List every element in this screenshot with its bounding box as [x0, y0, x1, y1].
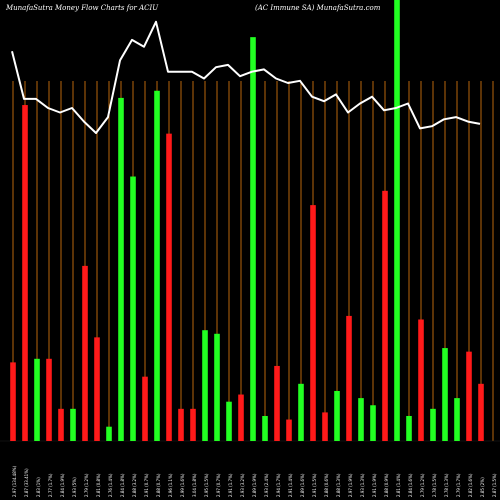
x-tick-label: 2.97 (134.48%) [12, 465, 17, 497]
x-tick-label: 2.89 (1.9%) [252, 473, 257, 497]
x-tick-label: 2.78 (1.5%) [432, 473, 437, 497]
x-tick-label: 2.77 (1.7%) [48, 473, 53, 497]
bar-down [274, 365, 280, 441]
bar-down [10, 362, 16, 441]
x-tick-label: 2.97 (1.9%) [348, 473, 353, 497]
bar-down [58, 408, 64, 441]
bar-up [130, 176, 136, 441]
x-tick-label: 2.93 (2.4%) [264, 473, 269, 497]
x-tick-label: 2.79 (1.2%) [84, 473, 89, 497]
bar-down [46, 358, 52, 441]
bar-up [334, 390, 340, 441]
x-tick-label: 2.88 (0.6%) [324, 473, 329, 497]
chart-title: MunafaSutra Money Flow Charts for ACIU [5, 4, 159, 12]
x-tick-label: 2.95 (1.5%) [204, 473, 209, 497]
x-tick-label: 3.04 (1.8%) [192, 473, 197, 497]
bar-down [238, 394, 244, 441]
x-tick-label: 2.88 (3.2%) [132, 473, 137, 497]
x-tick-label: 2.96 (1.1%) [168, 473, 173, 497]
bar-up [406, 415, 412, 441]
bar-down [478, 383, 484, 441]
bar-up [34, 358, 40, 441]
x-tick-label: 2.79 (1.2%) [420, 473, 425, 497]
x-tick-label: 2.76 (1.4%) [108, 473, 113, 497]
x-tick-label: 2.88 (1.3%) [336, 473, 341, 497]
x-tick-label: 2.88 (0.9%) [384, 473, 389, 497]
bar-down [166, 133, 172, 441]
bar-up [358, 398, 364, 441]
x-tick-label: 2.91 (1.5%) [312, 473, 317, 497]
chart-subtitle: (AC Immune SA) MunafaSutra.com [255, 4, 381, 12]
bar-down [286, 419, 292, 441]
bar-up [298, 383, 304, 441]
money-flow-bars [10, 0, 484, 441]
bar-up [430, 408, 436, 441]
bar-down [346, 315, 352, 441]
bar-up [214, 333, 220, 441]
x-tick-label: 2.93 (3.2%) [240, 473, 245, 497]
bar-up [394, 0, 400, 441]
bar-up [70, 408, 76, 441]
x-tick-label: 2.88 (0.7%) [156, 473, 161, 497]
x-tick-label: 2.99 (1.6%) [180, 473, 185, 497]
bar-up [370, 405, 376, 441]
price-line [11, 20, 481, 134]
bar-down [178, 408, 184, 441]
x-tick-label: 2.91 (1.4%) [288, 473, 293, 497]
bar-down [142, 376, 148, 441]
x-axis-ticks: 2.97 (134.48%) 2.87 (33.41%) 2.83 (1%) 2.77… [12, 465, 497, 497]
bar-down [94, 337, 100, 441]
x-tick-label: 2.84 (1.8%) [120, 473, 125, 497]
x-tick-label: 2.79 (1.7%) [456, 473, 461, 497]
bar-up [154, 90, 160, 441]
bar-down [310, 205, 316, 441]
bar-down [466, 351, 472, 441]
x-tick-label: 2.82 (1.6%) [468, 473, 473, 497]
x-tick-label: 2.85 (2%) [480, 477, 485, 497]
x-tick-label: 2.93 (5%) [72, 477, 77, 497]
x-tick-label: 2.87 (33.41%) [24, 468, 29, 497]
bar-up [442, 348, 448, 441]
x-tick-label: 2.91 (1.9%) [372, 473, 377, 497]
bar-up [118, 97, 124, 441]
x-tick-label: 2.89 (1.6%) [300, 473, 305, 497]
bar-down [418, 319, 424, 441]
x-tick-label: 2.93 (1.3%) [360, 473, 365, 497]
bar-down [82, 265, 88, 441]
x-tick-label: 2.78 (1.3%) [444, 473, 449, 497]
bar-up [250, 37, 256, 441]
bar-down [322, 412, 328, 441]
bar-up [226, 401, 232, 441]
bar-down [190, 408, 196, 441]
x-tick-label: 2.83 (1%) [36, 477, 41, 497]
x-tick-label: 2.91 (0.7%) [144, 473, 149, 497]
price-line-layer [11, 20, 481, 134]
bar-up [202, 330, 208, 441]
x-tick-label: 2.81 (1.4%) [396, 473, 401, 497]
x-tick-label: 2.81 (0.8%) [96, 473, 101, 497]
x-tick-label: 2.84 (1.9%) [60, 473, 65, 497]
bar-up [454, 398, 460, 441]
bar-up [106, 426, 112, 441]
x-tick-label: 2.84 (1.6%) [408, 473, 413, 497]
bar-down [382, 190, 388, 441]
x-tick-label: 2.94 (1.7%) [276, 473, 281, 497]
bar-down [22, 105, 28, 441]
x-tick-label: 2.91 (1.7%) [228, 473, 233, 497]
x-tick-label: 2.97 (0.7%) [216, 473, 221, 497]
x-tick-label: 2.87 (1.5%) [492, 473, 497, 497]
bar-up [262, 415, 268, 441]
